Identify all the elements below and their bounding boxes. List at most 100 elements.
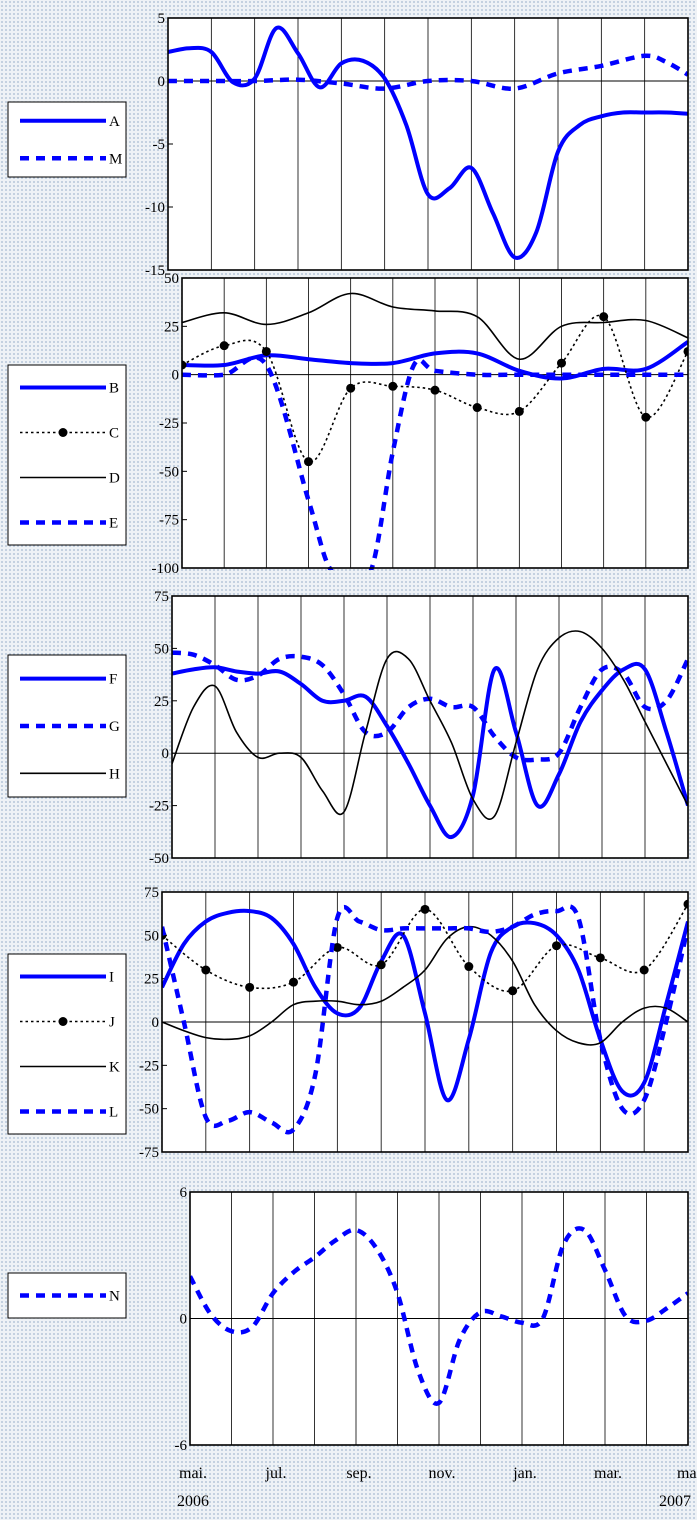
y-tick-label: 0 [172,368,180,384]
legend-box [7,364,127,546]
series-point-C [182,360,187,370]
series-line-A [168,25,688,260]
series-point-J [683,899,688,909]
y-tick-label: 0 [162,746,170,762]
legend-label-E: E [109,516,118,532]
legend-label-J: J [109,1015,115,1031]
x-tick-year-label: 2006 [177,1493,209,1510]
plot-frame [171,595,689,859]
series-group [168,25,688,260]
plot-frame [161,891,689,1153]
y-tick-label: 25 [164,319,179,335]
y-tick-label: -10 [145,200,165,216]
y-tick-label: -100 [152,561,180,577]
legend: AM [7,101,127,178]
legend-marker-C [58,428,68,437]
x-tick-label: jul. [265,1465,287,1482]
legend: N [7,1272,127,1319]
legend-label-B: B [109,381,119,397]
y-tick-label: 50 [154,641,169,657]
legend-label-M: M [109,151,122,167]
chart-panel-3: 75 50 25 0 -25 -50 F G H [7,589,689,867]
x-axis-labels: mai. 2006 jul. sep. nov. jan. mar. mai. 2007 [177,1465,697,1510]
series-line-D [182,292,688,360]
series-point-C [514,406,524,416]
series-point-J [508,986,518,996]
legend: I J K L [7,953,127,1135]
legend-label-F: F [109,672,117,688]
series-point-C [261,346,271,356]
series-line-G [172,650,688,763]
series-point-C [219,341,229,351]
plot-frame [167,17,689,271]
plot-frame [189,1191,689,1446]
legend-label-K: K [109,1060,120,1076]
legend-label-D: D [109,471,120,487]
x-tick-year-label: 2007 [659,1493,691,1510]
plot-frame [181,277,689,569]
series-point-C [641,412,651,422]
series-point-C [430,385,440,395]
legend-box [7,101,127,178]
series-group [172,630,688,839]
y-tick-label: -50 [159,464,179,480]
series-line-N [190,1226,688,1406]
y-tick-label: -15 [145,263,165,279]
x-tick-label: mai. [179,1465,207,1482]
series-line-E [182,355,688,570]
series-point-J [464,962,474,972]
y-tick-label: 0 [152,1015,160,1031]
x-tick-label: jan. [512,1465,537,1482]
series-group [182,292,688,570]
series-line-K [162,925,688,1046]
legend-label-A: A [109,114,120,130]
y-tick-label: 6 [180,1185,188,1201]
y-tick-label: 25 [144,972,159,988]
series-point-J [289,977,298,987]
chart-panel-2: 50 25 0 -25 -50 -75 -100 B C D E [7,271,689,577]
y-tick-label: 0 [180,1312,188,1328]
series-point-J [595,953,605,963]
y-tick-label: 75 [154,589,169,605]
series-point-J [639,965,649,975]
series-point-J [332,942,342,952]
y-tick-label: -25 [159,416,179,432]
y-tick-label: 50 [144,928,159,944]
series-group [162,899,688,1135]
series-group [190,1226,688,1406]
y-tick-label: -25 [139,1058,159,1074]
legend-label-G: G [109,719,120,735]
legend-label-C: C [109,426,119,442]
legend-label-L: L [109,1105,118,1121]
series-point-J [552,941,561,951]
series-point-J [376,960,386,970]
legend: F G H [7,654,127,798]
chart-panels: 50-5-10-15AM50250-25-50-75-100BCDE755025… [7,11,689,1454]
legend-label-H: H [109,766,120,782]
chart-panel-4: 75 50 25 0 -25 -50 -75 I J K L [7,885,689,1161]
y-tick-label: 50 [164,271,179,287]
series-point-J [420,904,430,914]
x-tick-label: sep. [346,1465,371,1482]
series-point-C [472,403,482,413]
y-tick-label: -25 [149,799,169,815]
y-tick-label: 0 [158,74,166,90]
series-point-C [388,381,398,391]
series-point-C [557,358,566,368]
legend-marker-J [58,1017,68,1026]
y-tick-label: 5 [158,11,166,27]
series-line-H [172,630,688,820]
series-point-J [201,965,211,975]
y-tick-label: -50 [149,851,169,867]
series-point-C [304,457,313,467]
series-point-J [245,982,255,992]
y-tick-label: 25 [154,694,169,710]
y-tick-label: -50 [139,1102,159,1118]
x-tick-label: mai. [677,1465,697,1482]
legend-box [7,953,127,1135]
series-point-C [346,383,356,393]
chart-panel-5: 6 0 -6 N [7,1185,689,1454]
series-line-M [168,53,688,91]
x-tick-label: nov. [429,1465,456,1482]
